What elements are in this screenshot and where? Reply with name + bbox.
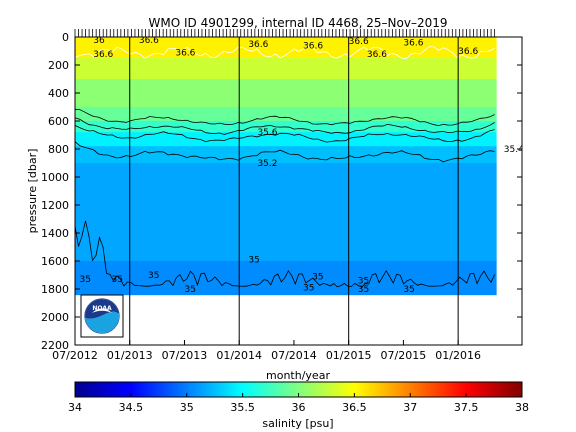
colorbar-tick-label: 35.5 [230, 401, 255, 414]
colorbar-tick-label: 36 [292, 401, 306, 414]
contour-35-2 [75, 141, 495, 163]
contour-label-14: 35 [111, 275, 122, 285]
colorbar: 34 34.5 35 35.5 36 36.5 37 37.5 38 [68, 381, 529, 414]
contour-35-8 [75, 108, 495, 127]
salinity-band-6 [75, 146, 497, 164]
contour-label-17: 35 [248, 256, 259, 266]
contour-label-8: 36.6 [403, 39, 423, 49]
y-tick-label: 200 [48, 59, 69, 72]
contour-label-6: 36.6 [349, 37, 369, 47]
contour-label-1: 36.6 [93, 50, 113, 60]
contour-label-22: 35 [403, 285, 414, 295]
noaa-logo: NOAA [80, 294, 124, 338]
salinity-band-1 [75, 58, 497, 80]
colorbar-tick-label: 36.5 [342, 401, 367, 414]
salinity-band-8 [75, 261, 497, 296]
contour-label-13: 35 [80, 275, 91, 285]
contour-label-2: 36.6 [139, 36, 159, 46]
contour-label-16: 35 [184, 285, 195, 295]
contour-labels: 36 36.6 36.6 36.6 36.6 36.6 36.6 36.6 36.6 36.6 35… [80, 36, 524, 295]
salinity-band-2 [75, 79, 497, 108]
y-tick-label: 2000 [41, 311, 69, 324]
y-tick-label: 600 [48, 115, 69, 128]
noaa-logo-text: NOAA [92, 305, 112, 312]
contour-label-3: 36.6 [175, 48, 195, 58]
y-tick-label: 1600 [41, 255, 69, 268]
contour-label-4: 36.6 [248, 40, 268, 50]
colorbar-title: salinity [psu] [262, 417, 333, 430]
contour-label-18: 35 [312, 272, 323, 282]
x-axis-title: month/year [266, 369, 330, 382]
colorbar-ticks: 34 34.5 35 35.5 36 36.5 37 37.5 38 [68, 393, 529, 414]
x-axis: 07/2012 01/2013 07/2013 01/2014 07/2014 01/20… [52, 340, 481, 362]
y-tick-label: 1400 [41, 227, 69, 240]
salinity-band-7 [75, 163, 497, 262]
contour-35-6 [75, 117, 495, 135]
contour-label-10: 35.6 [257, 128, 277, 138]
contour-label-9: 36.6 [458, 47, 478, 57]
colorbar-tick-label: 38 [515, 401, 529, 414]
x-tick-label: 01/2014 [216, 349, 262, 362]
contour-lines [75, 46, 495, 288]
contour-label-5: 36.6 [303, 41, 323, 51]
x-tick-label: 07/2015 [381, 349, 427, 362]
x-tick-label: 07/2013 [162, 349, 208, 362]
y-tick-label: 2200 [41, 339, 69, 352]
contour-label-7: 36.6 [367, 50, 387, 60]
y-axis: 0 200 400 600 800 1000 1200 1400 1600 1800 2000 220… [41, 31, 522, 352]
y-axis-title: pressure [dbar] [26, 149, 39, 234]
colorbar-tick-label: 37.5 [454, 401, 479, 414]
y-tick-label: 0 [62, 31, 69, 44]
y-tick-label: 800 [48, 143, 69, 156]
x-tick-label: 07/2012 [52, 349, 98, 362]
colorbar-tick-label: 34 [68, 401, 82, 414]
contour-35-0 [75, 220, 495, 288]
colorbar-tick-label: 37 [403, 401, 417, 414]
contour-35-4 [75, 125, 495, 143]
y-tick-label: 1000 [41, 171, 69, 184]
contour-label-12: 35.4 [504, 145, 524, 155]
chart-title: WMO ID 4901299, internal ID 4468, 25–Nov… [149, 16, 448, 30]
contour-label-15: 35 [148, 271, 159, 281]
contour-label-20: 35 [358, 277, 369, 287]
contour-36-6 [75, 46, 495, 60]
plot-area: 36 36.6 36.6 36.6 36.6 36.6 36.6 36.6 36.6 36.6 35… [75, 36, 524, 345]
x-tick-label: 07/2014 [271, 349, 317, 362]
salinity-band-5 [75, 132, 497, 147]
salinity-band-3 [75, 107, 497, 122]
contour-label-21: 35 [358, 285, 369, 295]
colorbar-tick-label: 35 [180, 401, 194, 414]
salinity-field [75, 37, 497, 296]
y-tick-label: 1200 [41, 199, 69, 212]
profile-ticks [74, 29, 496, 37]
contour-label-11: 35.2 [257, 159, 277, 169]
x-tick-label: 01/2016 [435, 349, 481, 362]
contour-label-0: 36 [93, 36, 105, 46]
plot-frame [74, 36, 523, 346]
x-tick-label: 01/2013 [107, 349, 153, 362]
y-tick-label: 400 [48, 87, 69, 100]
year-boundary-lines [129, 37, 459, 345]
contour-label-19: 35 [303, 284, 314, 294]
y-tick-label: 1800 [41, 283, 69, 296]
x-tick-label: 01/2015 [326, 349, 372, 362]
colorbar-tick-label: 34.5 [119, 401, 144, 414]
